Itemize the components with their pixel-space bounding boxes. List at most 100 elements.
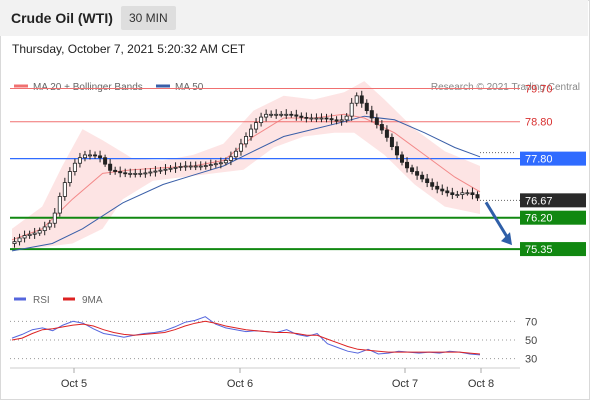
candle-body: [208, 164, 213, 167]
x-tick-label: Oct 8: [468, 378, 494, 390]
candle-body: [294, 114, 299, 117]
candle-body: [163, 168, 168, 171]
candle-body: [98, 155, 103, 159]
candle-body: [17, 237, 22, 243]
candle-body: [213, 163, 218, 166]
candle-body: [460, 192, 465, 196]
candle-body: [178, 166, 183, 168]
candle-body: [133, 172, 138, 175]
candle-body: [379, 124, 384, 131]
x-tick-label: Oct 5: [61, 378, 87, 390]
candle-body: [103, 157, 108, 165]
candle-body: [198, 165, 203, 168]
bollinger-band-fill: [12, 81, 480, 251]
x-tick-label: Oct 6: [227, 378, 253, 390]
projection-arrow-shaft: [484, 201, 511, 241]
candle-body: [364, 102, 369, 112]
candle-body: [238, 143, 243, 152]
candle-body: [233, 150, 238, 158]
rsi-line: [11, 316, 481, 356]
candle-body: [279, 113, 284, 116]
candle-body: [42, 226, 47, 232]
candle-body: [37, 230, 42, 234]
rsi-legend-label: RSI: [33, 295, 50, 306]
candle-body: [148, 171, 153, 174]
candle-body: [254, 122, 259, 130]
candle-body: [284, 113, 289, 116]
candle-body: [264, 113, 269, 118]
candle-body: [52, 212, 57, 224]
candle-body: [274, 113, 279, 116]
candle-body: [249, 128, 254, 137]
research-credit: Research © 2021 Trading Central: [431, 82, 580, 93]
level-box-77-80: [520, 151, 586, 166]
candle-body: [218, 162, 223, 165]
ma20-legend-label: MA 20 + Bollinger Bands: [33, 82, 143, 93]
candle-body: [77, 157, 82, 164]
candle-body: [314, 117, 319, 120]
candle-body: [82, 154, 87, 159]
timestamp: Thursday, October 7, 2021 5:20:32 AM CET: [12, 42, 246, 56]
candle-body: [450, 192, 455, 196]
candle-body: [173, 166, 178, 169]
candle-body: [32, 232, 37, 235]
candle-body: [113, 169, 118, 172]
candle-body: [410, 167, 415, 172]
rsi-level-label-50: 50: [525, 335, 537, 347]
candle-body: [47, 222, 52, 228]
candle-body: [389, 136, 394, 148]
instrument-title: Crude Oil (WTI): [11, 10, 113, 26]
candle-body: [369, 110, 374, 119]
candle-body: [88, 154, 93, 157]
candle-body: [228, 156, 233, 161]
candle-body: [138, 172, 143, 175]
candle-body: [349, 102, 354, 117]
candle-body: [319, 117, 324, 120]
candle-body: [72, 162, 77, 172]
candle-body: [329, 118, 334, 121]
candle-body: [299, 115, 304, 118]
level-label-76-20: 76.20: [525, 213, 553, 225]
ma50-line: [11, 115, 481, 252]
level-label-78-80: 78.80: [525, 117, 553, 129]
candle-body: [435, 185, 440, 190]
candle-body: [430, 182, 435, 187]
candle-body: [344, 115, 349, 121]
current-price-box: [520, 193, 586, 208]
candle-body: [153, 170, 158, 173]
candle-body: [470, 192, 475, 196]
candle-body: [455, 194, 460, 197]
candle-body: [243, 136, 248, 145]
candle-body: [304, 116, 309, 119]
current-price-label: 76.67: [525, 195, 553, 207]
level-box-76-20: [520, 210, 586, 225]
candle-body: [269, 113, 274, 116]
candle-body: [108, 163, 113, 171]
candle-body: [203, 165, 208, 167]
projection-arrow-head: [501, 232, 512, 246]
candle-body: [27, 233, 32, 236]
chart-header: Crude Oil (WTI) 30 MIN: [0, 0, 588, 36]
candle-body: [128, 172, 133, 175]
candle-body: [324, 117, 329, 120]
level-label-77-80: 77.80: [525, 154, 553, 166]
candle-body: [62, 182, 67, 197]
candle-body: [123, 172, 128, 175]
candle-body: [399, 154, 404, 163]
rsi-level-label-70: 70: [525, 316, 537, 328]
level-label-75-35: 75.35: [525, 244, 553, 256]
candle-body: [354, 95, 359, 104]
candle-body: [57, 196, 62, 214]
level-box-75-35: [520, 242, 586, 257]
ma9-line: [11, 320, 481, 355]
candle-body: [193, 165, 198, 168]
candle-body: [359, 95, 364, 104]
level-label-79-70: 79.70: [525, 83, 553, 95]
ma50-legend-label: MA 50: [175, 82, 204, 93]
interval-button[interactable]: 30 MIN: [121, 6, 176, 30]
candle-body: [168, 167, 173, 170]
candle-body: [415, 171, 420, 176]
x-tick-label: Oct 7: [392, 378, 418, 390]
candle-body: [394, 146, 399, 156]
candle-body: [405, 161, 410, 169]
